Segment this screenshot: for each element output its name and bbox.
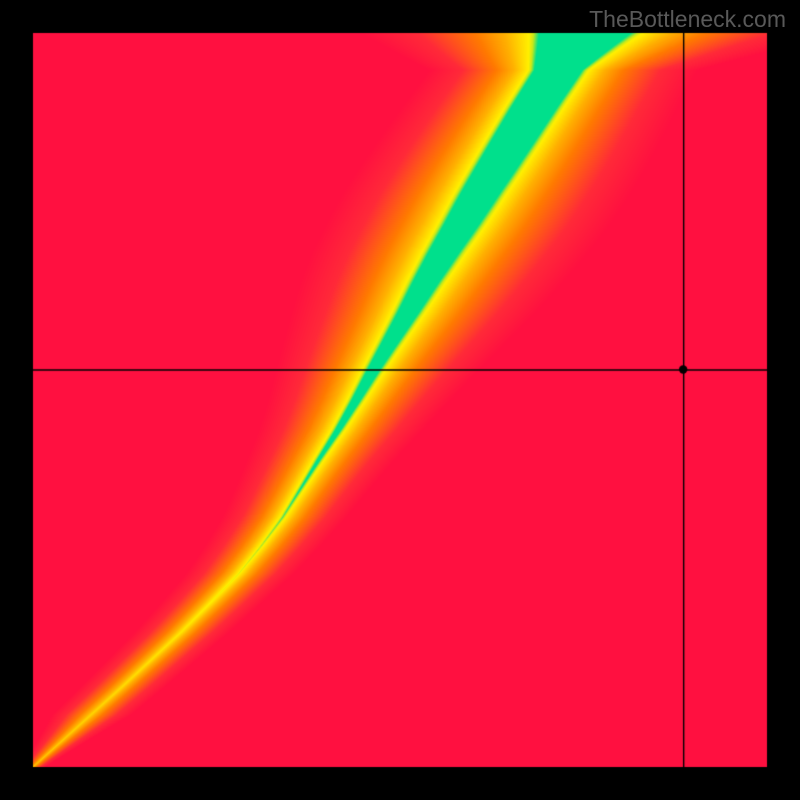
watermark-text: TheBottleneck.com (589, 6, 786, 33)
heatmap-canvas (0, 0, 800, 800)
chart-container: TheBottleneck.com (0, 0, 800, 800)
